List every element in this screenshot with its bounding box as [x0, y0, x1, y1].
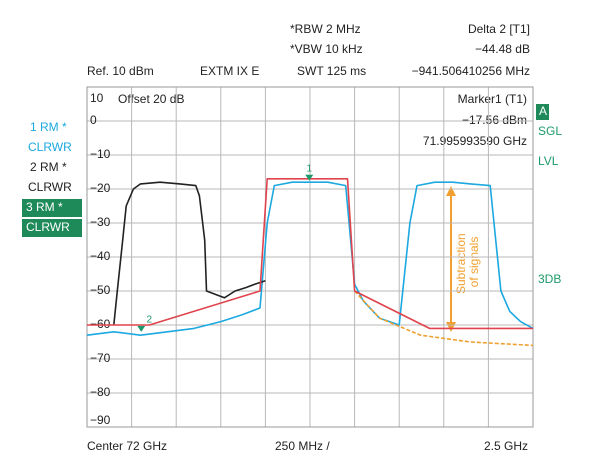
marker-label: 1 [307, 163, 313, 174]
annotation-line: of signals [467, 237, 481, 288]
rbw: *RBW 2 MHz [290, 22, 361, 36]
plot-frame [86, 86, 534, 428]
delta-title: Delta 2 [T1] [468, 22, 530, 36]
legend-name: 2 RM * [30, 160, 67, 174]
trace [354, 290, 534, 347]
legend-box [22, 219, 82, 237]
span-per-div: 250 MHz / [275, 439, 330, 453]
marker-title: Marker1 (T1) [458, 92, 527, 106]
legend-mode: CLRWR [28, 140, 72, 154]
status-box [536, 104, 549, 120]
y-tick-label: 10 [90, 91, 104, 105]
y-tick-label: −20 [90, 181, 111, 195]
marker [137, 325, 146, 332]
legend-name: 3 RM * [26, 200, 63, 214]
y-tick-label: −90 [90, 413, 111, 427]
y-tick-label: −50 [90, 283, 111, 297]
y-tick-label: −30 [90, 215, 111, 229]
y-tick-label: −80 [90, 385, 111, 399]
status: LVL [538, 154, 559, 168]
y-tick-label: −10 [90, 147, 111, 161]
center-freq: Center 72 GHz [87, 439, 167, 453]
status: SGL [538, 124, 562, 138]
vbw: *VBW 10 kHz [290, 42, 363, 56]
marker-level: −17.56 dBm [462, 113, 527, 127]
mixer: EXTM IX E [200, 64, 259, 78]
marker-freq: 71.995993590 GHz [423, 134, 527, 148]
y-tick-label: 0 [90, 113, 97, 127]
span: 2.5 GHz [484, 439, 528, 453]
y-tick-label: −70 [90, 351, 111, 365]
annotation: Subtraction of signals [454, 230, 481, 294]
status: A [539, 104, 547, 118]
sweep-time: SWT 125 ms [297, 64, 366, 78]
delta-level: −44.48 dB [475, 42, 530, 56]
y-tick-label: −40 [90, 249, 111, 263]
annotation-line: Subtraction [454, 233, 468, 294]
legend-mode: CLRWR [26, 220, 70, 234]
trace [87, 178, 533, 330]
status: 3DB [538, 272, 561, 286]
legend-name: 1 RM * [30, 120, 67, 134]
marker-label: 2 [146, 315, 152, 326]
trace [86, 181, 534, 336]
legend-box [22, 199, 82, 217]
offset: Offset 20 dB [118, 92, 185, 106]
trace [113, 181, 266, 326]
legend-mode: CLRWR [28, 180, 72, 194]
marker [305, 174, 314, 181]
y-tick-label: −60 [90, 317, 111, 331]
delta-freq: −941.506410256 MHz [412, 64, 530, 78]
ref-level: Ref. 10 dBm [87, 64, 154, 78]
